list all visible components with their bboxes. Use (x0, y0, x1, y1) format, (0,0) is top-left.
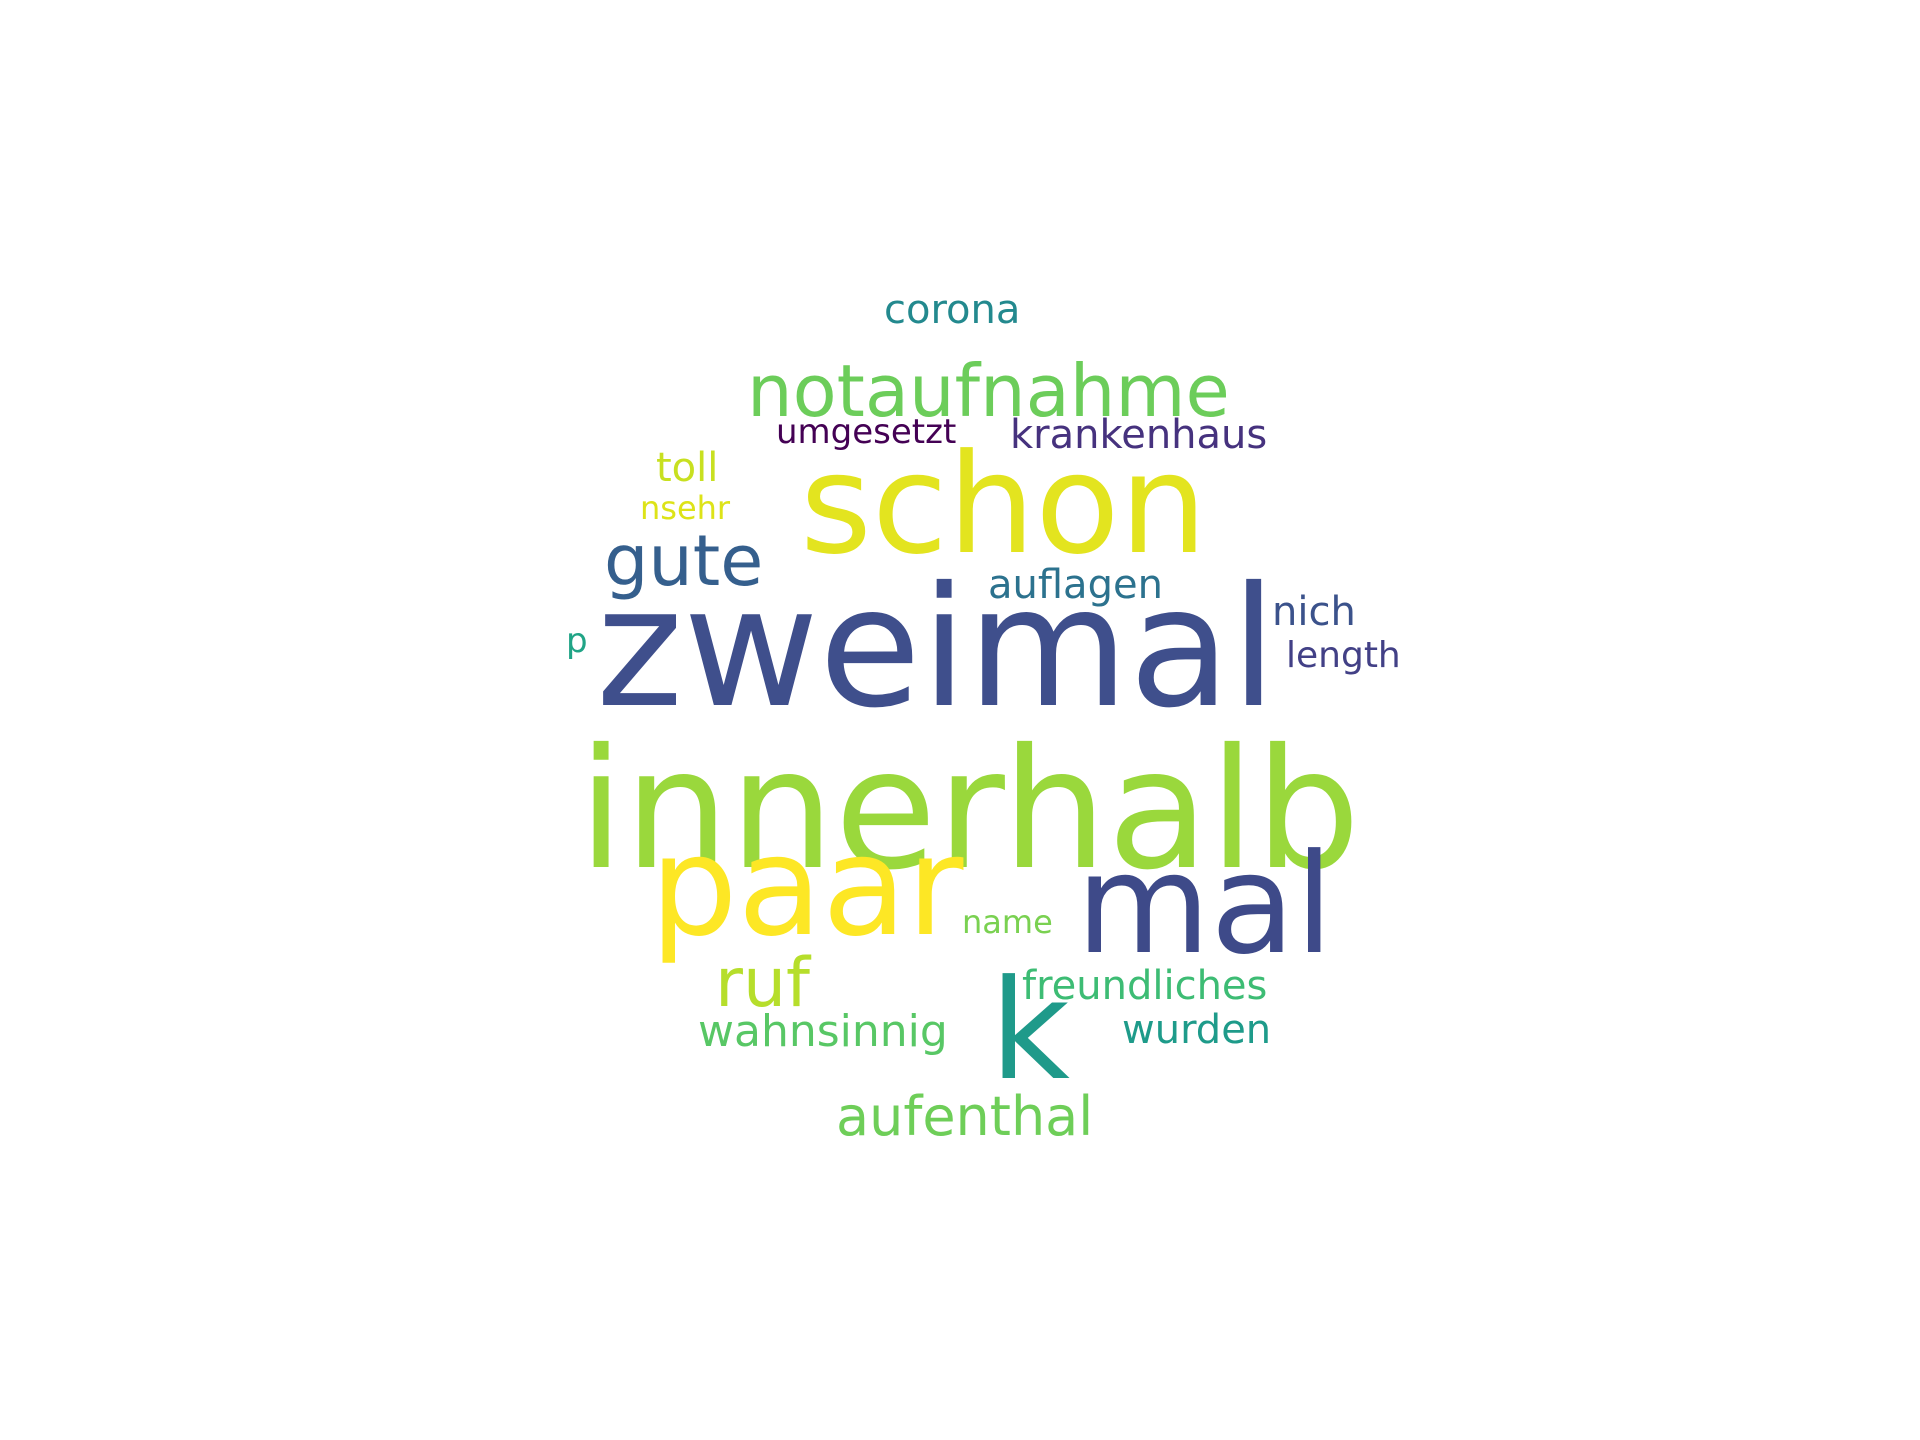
word-wurden: wurden (1122, 1007, 1272, 1053)
word-k: k (990, 950, 1070, 1111)
word-name: name (962, 903, 1053, 941)
word-wahnsinnig: wahnsinnig (698, 1006, 948, 1057)
word-krankenhaus: krankenhaus (1010, 412, 1268, 458)
word-zweimal: zweimal (596, 552, 1277, 745)
word-ruf: ruf (715, 944, 810, 1023)
word-notaufnahme: notaufnahme (747, 349, 1230, 433)
word-innerhalb: innerhalb (578, 714, 1361, 907)
word-paar: paar (650, 806, 964, 967)
word-length: length (1286, 635, 1401, 676)
word-mal: mal (1076, 824, 1334, 985)
word-umgesetzt: umgesetzt (776, 412, 957, 452)
word-schon: schon (800, 424, 1208, 585)
word-auflagen: auflagen (988, 562, 1163, 608)
word-nsehr: nsehr (640, 489, 731, 527)
word-corona: corona (884, 287, 1021, 333)
word-aufenthal: aufenthal (836, 1085, 1094, 1148)
word-toll: toll (656, 445, 719, 491)
word-nich: nich (1272, 589, 1356, 635)
word-freundliches: freundliches (1022, 963, 1268, 1009)
word-gute: gute (604, 520, 764, 602)
word-p: p (566, 621, 588, 661)
